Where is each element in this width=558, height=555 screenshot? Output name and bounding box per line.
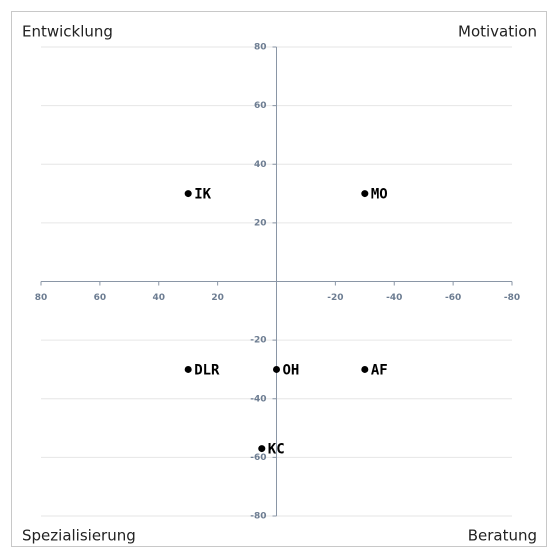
point: [273, 365, 280, 373]
y-tick-label: -40: [250, 394, 266, 404]
point: [361, 190, 369, 198]
frame: [11, 11, 547, 547]
y-tick-label: 40: [254, 160, 267, 170]
x-tick-label: 40: [152, 293, 165, 303]
x-tick-label: -80: [504, 293, 520, 303]
point-label: OH: [283, 362, 300, 378]
point: [258, 445, 266, 453]
point: [361, 365, 369, 373]
quadrant-label: Motivation: [458, 23, 537, 41]
y-tick-label: 60: [254, 101, 267, 111]
y-tick-label: -80: [250, 512, 266, 522]
x-tick-label: 80: [35, 293, 48, 303]
quadrant-label: Spezialisierung: [22, 527, 136, 545]
point-label: MO: [371, 187, 388, 203]
point-label: AF: [371, 362, 388, 378]
point: [184, 365, 192, 373]
y-tick-label: -60: [250, 453, 266, 463]
x-tick-label: -60: [445, 293, 461, 303]
x-tick-label: -20: [327, 293, 343, 303]
x-tick-label: 20: [211, 293, 224, 303]
y-tick-label: 80: [254, 43, 267, 53]
quadrant-label: Beratung: [468, 527, 537, 545]
point-label: KC: [268, 442, 285, 458]
y-tick-label: 20: [254, 218, 267, 228]
point: [184, 190, 192, 198]
x-tick-label: 60: [94, 293, 107, 303]
point-label: IK: [194, 187, 211, 203]
point-label: DLR: [194, 362, 220, 378]
quadrant-label: Entwicklung: [22, 23, 113, 41]
y-tick-label: -20: [250, 336, 266, 346]
x-tick-label: -40: [386, 293, 402, 303]
